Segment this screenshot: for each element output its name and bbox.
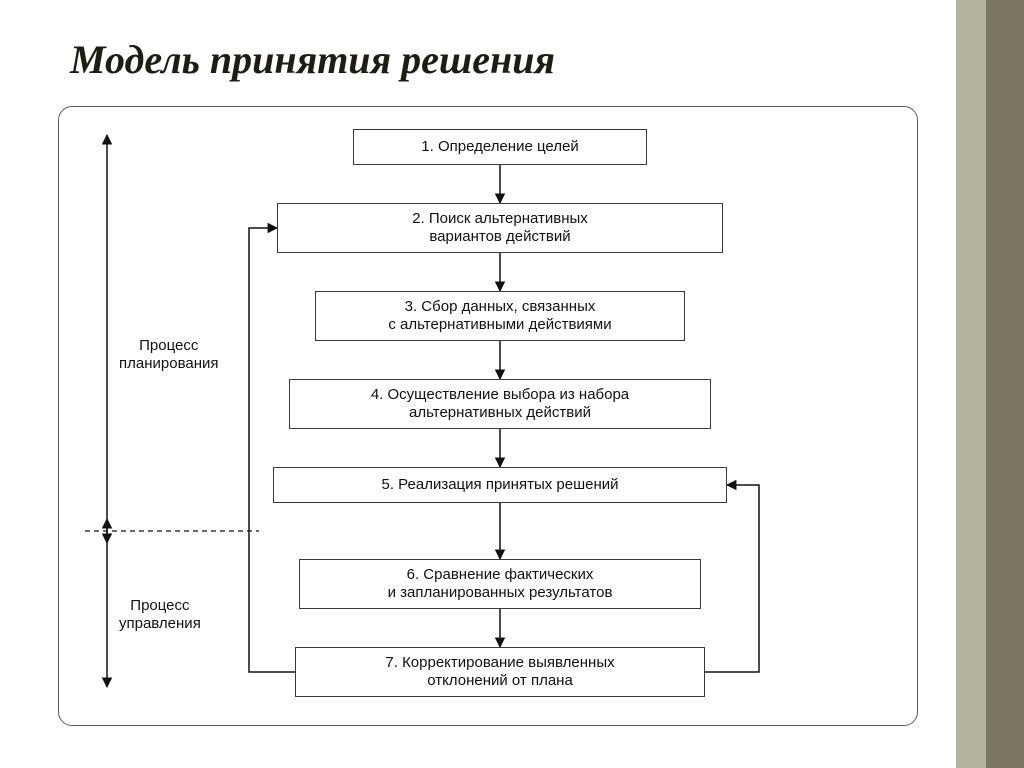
flow-node-n7: 7. Корректирование выявленныхотклонений … — [295, 647, 705, 697]
accent-stripe-light — [956, 0, 986, 768]
diagram-frame: 1. Определение целей 2. Поиск альтернатив… — [58, 106, 918, 726]
span-label: Процессуправления — [119, 597, 201, 633]
flow-node-n2: 2. Поиск альтернативныхвариантов действи… — [277, 203, 723, 253]
flow-node-n1: 1. Определение целей — [353, 129, 647, 165]
accent-stripe-dark — [986, 0, 1024, 768]
slide-title: Модель принятия решения — [70, 36, 555, 83]
span-label: Процесспланирования — [119, 337, 219, 373]
flow-node-n3: 3. Сбор данных, связанныхс альтернативны… — [315, 291, 685, 341]
flow-node-n6: 6. Сравнение фактическихи запланированны… — [299, 559, 701, 609]
flow-node-n5: 5. Реализация принятых решений — [273, 467, 727, 503]
flow-node-n4: 4. Осуществление выбора из набораальтерн… — [289, 379, 711, 429]
slide: Модель принятия решения 1. Определение ц… — [0, 0, 1024, 768]
